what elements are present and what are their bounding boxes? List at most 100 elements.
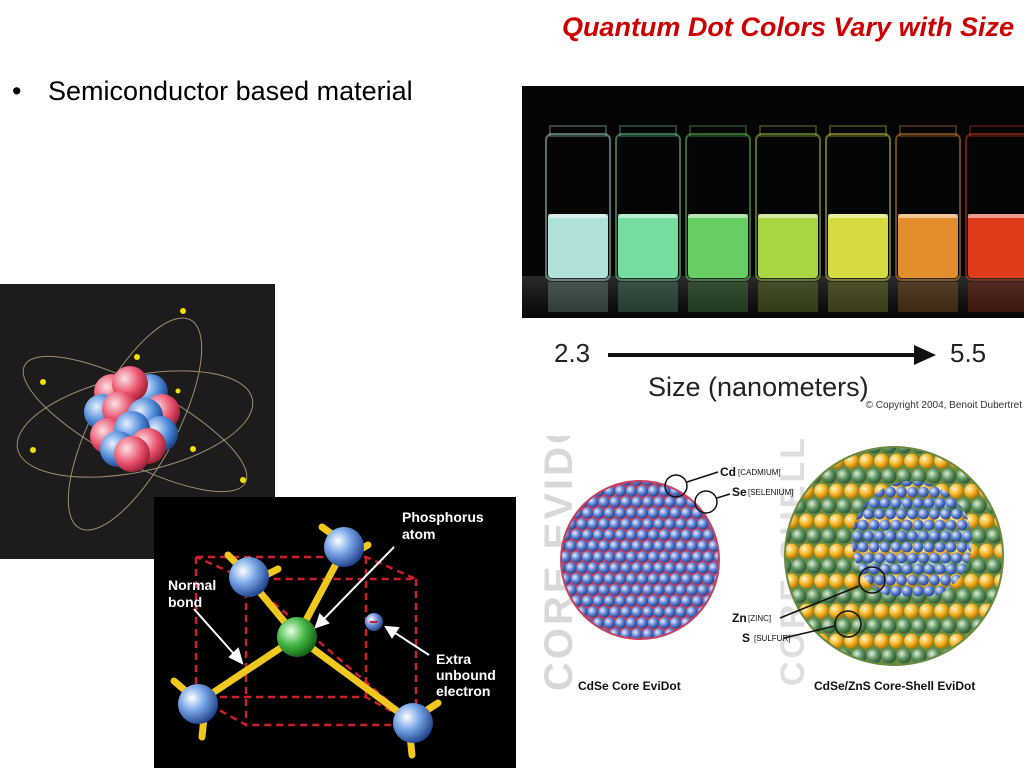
lattice-dot [890,497,902,509]
lattice-dot [859,483,874,499]
lattice-dot [647,551,660,563]
lattice-dot [821,618,837,634]
evidot-diagram: CORE EVIDOT CORE-SHELL EVIDOT Cd [CADMIU… [522,279,1024,698]
lattice-dot [658,551,671,563]
lattice-dot [620,606,632,618]
lattice-dot [956,519,968,531]
lattice-dot [680,573,693,585]
lattice-dot [814,543,829,559]
lattice-dot [896,486,907,498]
lattice-dot [829,483,844,499]
lattice-dot [625,617,638,629]
lattice-dot [919,453,934,469]
lattice-dot [885,508,896,520]
lattice-dot [836,528,852,544]
lattice-dot [890,519,902,531]
lattice-dot [636,529,649,541]
extra-electron-label-line2: unbound [436,667,496,683]
lattice-dot [647,617,660,629]
se-name: [SELENIUM] [748,488,793,497]
lattice-dot [653,518,665,530]
lattice-dot [836,468,852,484]
lattice-drawing: Phosphorus atom Normal bond Extra unboun… [168,509,496,759]
lattice-dot [971,498,987,514]
lattice-dot [636,551,649,563]
lattice-dot [896,448,912,454]
lattice-dot [911,648,927,664]
lattice-dot [786,558,792,574]
lattice-dot [642,496,654,508]
scale-max-value: 5.5 [950,338,987,368]
copyright-note: © Copyright 2004, Benoit Dubertret [865,400,1022,411]
lattice-dot [874,508,885,520]
lattice-dot [971,558,987,574]
lattice-dot [806,558,822,574]
lattice-dot [598,518,610,530]
lattice-dot [609,606,621,618]
lattice-dot [642,482,654,486]
lattice-dot [964,483,979,499]
lattice-dot [923,563,935,575]
lattice-dot [866,648,882,664]
lattice-dot [664,496,676,508]
lattice-dot [806,588,822,604]
lattice-dot [814,603,829,619]
core-evidot-caption: CdSe Core EviDot [578,679,681,693]
lattice-dot [923,519,935,531]
lattice-dot [697,540,709,552]
lattice-dot [631,496,643,508]
vial [965,125,1024,312]
lattice-dot [896,530,907,542]
lattice-dot [680,529,693,541]
lattice-dot [576,518,588,530]
lattice-dot [581,573,594,585]
lattice-dot [609,562,621,574]
lattice-dot [631,584,643,596]
lattice-dot [851,588,867,604]
shell-evidot-caption: CdSe/ZnS Core-Shell EviDot [814,679,975,693]
lattice-dot [625,551,638,563]
lattice-dot [658,507,671,519]
lattice-dot [719,562,730,573]
lattice-dot [647,507,660,519]
lattice-dot [598,584,610,596]
lattice-dot [625,507,638,519]
lattice-dot [912,541,924,553]
lattice-dot [609,496,621,508]
lattice-dot [614,617,627,629]
cd-name: [CADMIUM] [738,468,781,477]
lattice-dot [940,530,951,542]
lattice-dot [836,618,852,634]
lattice-dot [923,585,935,597]
vial [615,125,681,312]
lattice-dot [669,595,682,607]
lattice-dot [956,541,968,553]
lattice-dot [874,574,885,586]
lattice-dot [857,519,869,531]
lattice-dot [691,529,704,541]
lattice-dot [904,633,919,649]
lattice-dot [686,518,698,530]
lattice-dot [614,507,627,519]
lattice-dot [926,618,942,634]
lattice-dot [934,497,946,509]
lattice-dot [680,595,693,607]
lattice-dot [956,498,972,514]
lattice-dot [570,529,583,541]
lattice-dot [885,574,896,586]
se-symbol: Se [732,485,747,499]
lattice-dot [603,617,616,629]
lattice-dot [889,453,904,469]
lattice-dot [697,562,709,574]
lattice-dot [614,529,627,541]
lattice-dot [565,540,577,552]
lattice-dot [631,562,643,574]
lattice-dot [971,528,987,544]
lattice-dot [576,584,588,596]
lattice-dot [874,530,885,542]
lattice-dot [979,543,994,559]
lattice-dot [979,513,994,529]
lattice-dot [945,497,957,509]
lattice-dot [799,543,814,559]
vials-illustration [522,125,1024,318]
